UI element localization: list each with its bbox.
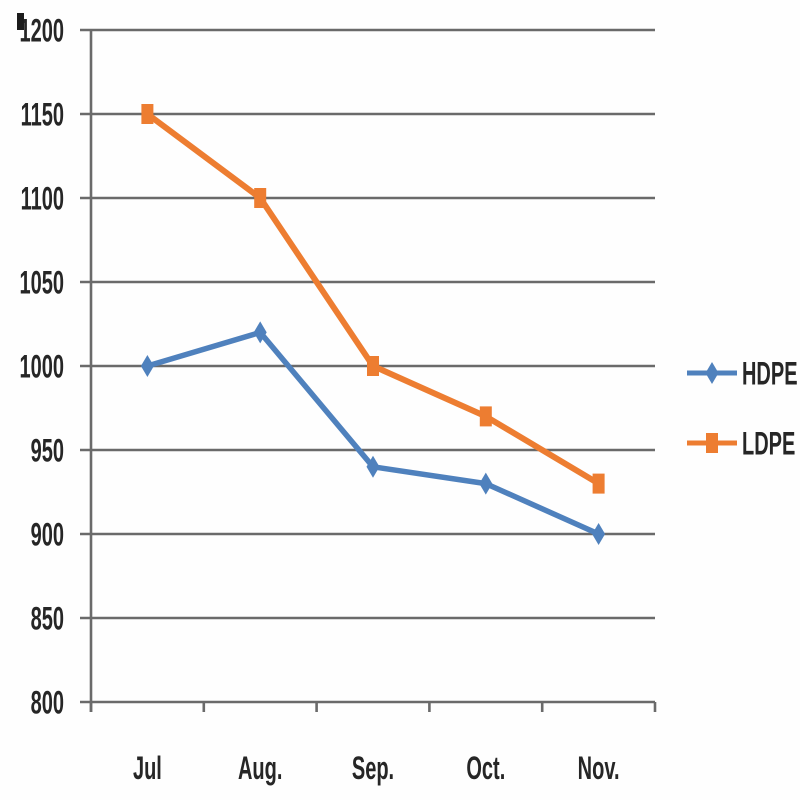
data-point-marker-square [706, 433, 718, 453]
y-axis-tick-label: 800 [31, 685, 64, 721]
series-ldpe-line [144, 111, 602, 487]
cropped-text-artifact [17, 13, 24, 30]
y-axis-tick-label: 900 [31, 517, 64, 553]
data-point-marker-diamond [253, 321, 267, 344]
y-axis-tick-label: 1150 [21, 97, 64, 133]
y-axis-tick-label: 1050 [20, 265, 64, 301]
x-axis-tick-label: Nov. [578, 750, 620, 786]
y-axis-tick-label: 1000 [20, 349, 64, 385]
x-axis-tick-label: Jul [133, 750, 162, 786]
data-point-marker-square [254, 188, 267, 208]
y-axis-tick-label: 850 [31, 601, 64, 637]
x-axis-tick-label: Aug. [238, 750, 282, 786]
data-point-marker-diamond [479, 472, 493, 495]
x-axis-tick-label: Sep. [352, 750, 394, 786]
data-point-marker-diamond [705, 362, 719, 384]
y-axis-tick-label: 950 [31, 433, 64, 469]
y-axis-tick-label: 1200 [20, 13, 64, 49]
x-axis-tick-label: Oct. [466, 750, 505, 786]
data-point-marker-square [141, 104, 154, 124]
data-point-marker-square [592, 473, 605, 494]
legend-label-ldpe: LDPE [742, 426, 795, 462]
data-point-marker-square [479, 406, 492, 427]
y-axis-tick-label: 1100 [21, 181, 64, 217]
legend-label-hdpe: HDPE [742, 356, 798, 392]
data-point-marker-diamond [366, 455, 380, 478]
data-point-marker-diamond [140, 355, 154, 377]
data-point-marker-square [367, 356, 379, 376]
data-point-marker-diamond [592, 523, 606, 545]
